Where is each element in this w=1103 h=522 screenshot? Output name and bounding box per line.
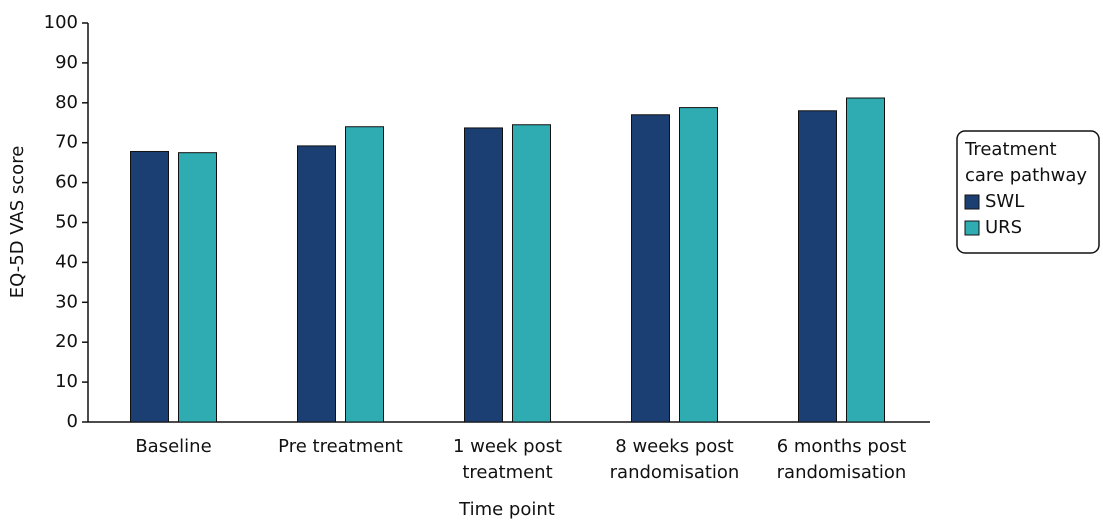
x-tick-label: 8 weeks post [615, 436, 733, 457]
y-tick-label: 60 [55, 172, 78, 193]
bar [679, 107, 718, 423]
y-tick-label: 0 [67, 411, 78, 432]
y-tick-label: 50 [55, 212, 78, 233]
bar [130, 150, 169, 423]
legend-label: SWL [985, 191, 1024, 212]
bar [631, 114, 670, 423]
x-axis-title: Time point [458, 499, 555, 520]
bar [178, 152, 217, 423]
y-tick-label: 40 [55, 251, 78, 272]
bar [345, 126, 384, 423]
bar [798, 110, 837, 423]
x-tick-label: 6 months post [777, 436, 907, 457]
x-tick-label: treatment [462, 462, 552, 483]
y-tick-label: 80 [55, 92, 78, 113]
y-tick-label: 100 [44, 12, 78, 33]
bar [512, 124, 551, 423]
bar [297, 145, 336, 423]
y-tick-label: 10 [55, 371, 78, 392]
legend-box [956, 130, 1100, 254]
legend-title: care pathway [965, 165, 1087, 186]
legend-swatch [964, 194, 980, 210]
x-tick-label: Pre treatment [278, 436, 403, 457]
bar [464, 127, 503, 423]
y-tick-label: 30 [55, 291, 78, 312]
legend-label: URS [985, 217, 1022, 238]
y-tick-label: 70 [55, 132, 78, 153]
x-tick-label: 1 week post [453, 436, 562, 457]
legend-swatch [964, 220, 980, 236]
y-tick-label: 20 [55, 331, 78, 352]
y-tick-label: 90 [55, 52, 78, 73]
x-tick-label: Baseline [135, 436, 211, 457]
x-tick-label: randomisation [610, 462, 740, 483]
y-axis-title: EQ-5D VAS score [7, 146, 28, 299]
bar [846, 97, 885, 423]
legend-title: Treatment [964, 139, 1057, 160]
x-tick-label: randomisation [777, 462, 907, 483]
